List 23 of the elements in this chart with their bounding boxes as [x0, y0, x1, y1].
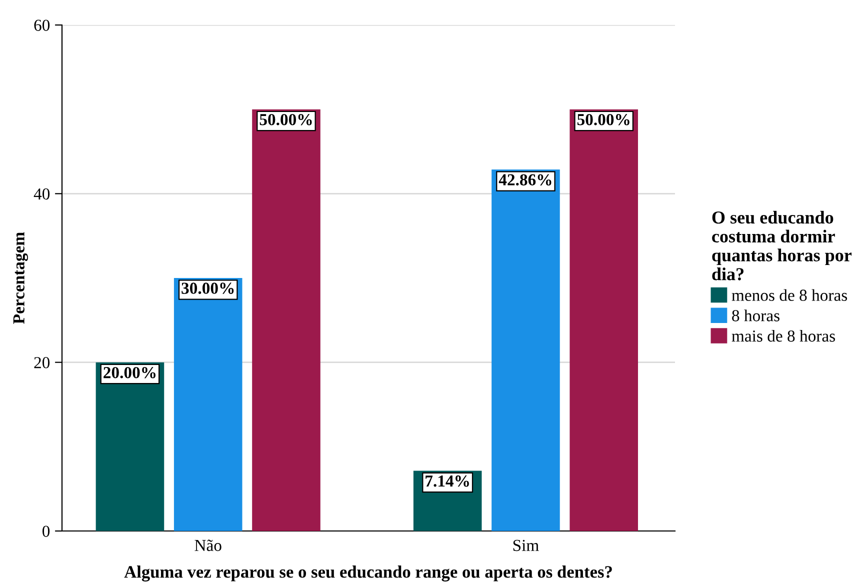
y-axis-title: Percentagem	[13, 232, 28, 324]
data-label: 30.00%	[182, 282, 234, 294]
legend-label: mais de 8 horas	[732, 330, 835, 342]
y-tick-label: 0	[42, 526, 50, 537]
bar	[570, 109, 638, 531]
bar	[174, 278, 242, 531]
data-label: 50.00%	[260, 114, 312, 126]
bar	[492, 170, 560, 531]
x-tick-label: Sim	[513, 540, 539, 552]
data-label: 42.86%	[498, 174, 552, 186]
y-tick-label: 20	[34, 357, 50, 368]
data-label: 50.00%	[577, 114, 630, 126]
x-axis-title: Alguma vez reparou se o seu educando range ou aperta os dentes?	[124, 566, 612, 582]
x-tick-label: Não	[194, 540, 222, 552]
legend-title: O seu educando costuma dormir quantas horas por dia?	[712, 210, 852, 280]
y-tick-label: 60	[34, 20, 50, 31]
bar	[252, 109, 320, 531]
legend-label: 8 horas	[732, 310, 780, 322]
y-tick-label: 40	[34, 188, 50, 200]
bar	[96, 362, 164, 531]
data-label: 20.00%	[104, 366, 156, 378]
legend-label: menos de 8 horas	[732, 289, 848, 301]
data-label: 7.14%	[426, 475, 469, 487]
